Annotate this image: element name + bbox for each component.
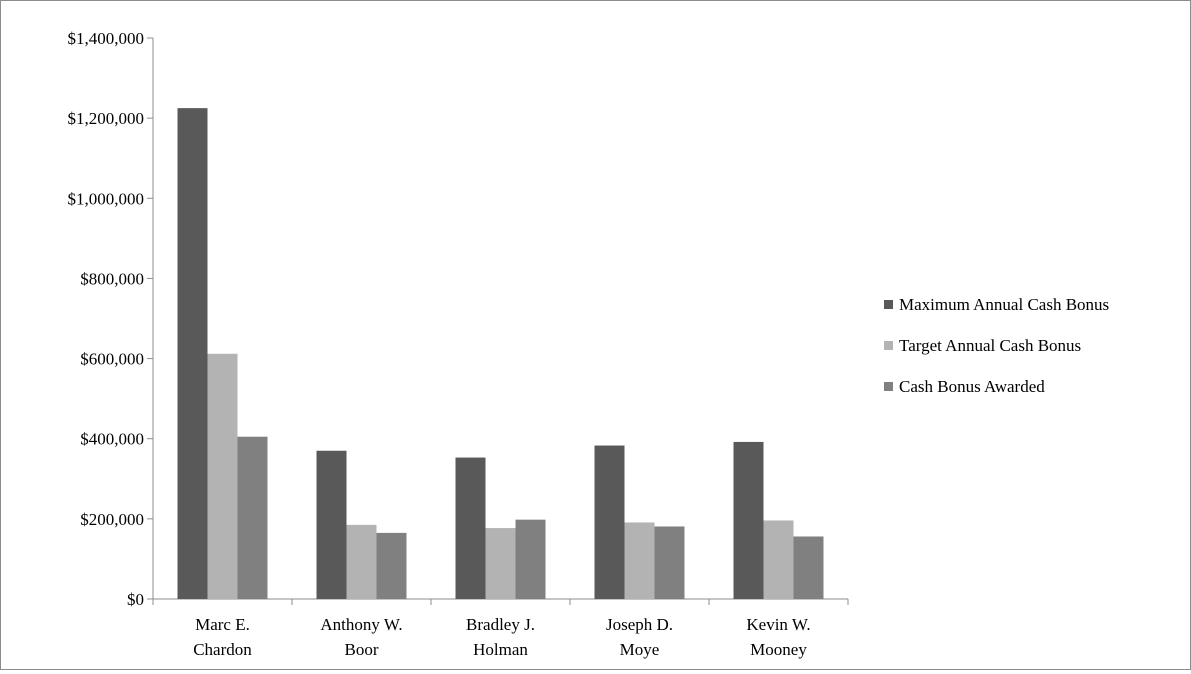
y-tick-label: $400,000	[80, 430, 144, 449]
bar	[455, 457, 486, 599]
bar	[594, 445, 625, 599]
y-tick-label: $200,000	[80, 510, 144, 529]
legend: Maximum Annual Cash Bonus Target Annual C…	[884, 295, 1109, 396]
bar	[376, 532, 407, 599]
bar	[346, 524, 377, 599]
x-axis: Marc E. Chardon Anthony W. Boor Bradley J. Ho…	[152, 598, 849, 659]
x-category-label: Anthony W.	[320, 615, 402, 634]
bars	[177, 108, 824, 599]
y-axis: $0 $200,000 $400,000 $600,000 $800,000 $1,000…	[68, 29, 154, 609]
x-category-label: Bradley J.	[466, 615, 535, 634]
bar	[316, 450, 347, 599]
bar	[733, 441, 764, 599]
legend-label: Target Annual Cash Bonus	[899, 336, 1081, 355]
y-tick-label: $0	[127, 590, 144, 609]
legend-swatch	[884, 382, 893, 391]
bar	[237, 436, 268, 599]
bar	[177, 108, 208, 599]
x-category-label: Chardon	[193, 640, 252, 659]
bar	[485, 528, 516, 599]
x-category-label: Boor	[345, 640, 379, 659]
x-category-label: Joseph D.	[606, 615, 673, 634]
x-category-label: Mooney	[750, 640, 807, 659]
y-tick-label: $1,200,000	[68, 109, 145, 128]
bar	[654, 526, 685, 599]
bar	[207, 353, 238, 599]
legend-swatch	[884, 341, 893, 350]
x-category-label: Marc E.	[195, 615, 250, 634]
legend-label: Maximum Annual Cash Bonus	[899, 295, 1109, 314]
y-tick-label: $600,000	[80, 350, 144, 369]
legend-swatch	[884, 300, 893, 309]
x-category-label: Kevin W.	[746, 615, 810, 634]
x-category-label: Holman	[473, 640, 528, 659]
y-tick-label: $800,000	[80, 269, 144, 288]
bar	[763, 520, 794, 599]
x-category-label: Moye	[620, 640, 660, 659]
bar	[793, 536, 824, 599]
bar	[515, 519, 546, 599]
y-tick-label: $1,000,000	[68, 189, 145, 208]
bar	[624, 522, 655, 599]
y-tick-label: $1,400,000	[68, 29, 145, 48]
legend-label: Cash Bonus Awarded	[899, 377, 1045, 396]
